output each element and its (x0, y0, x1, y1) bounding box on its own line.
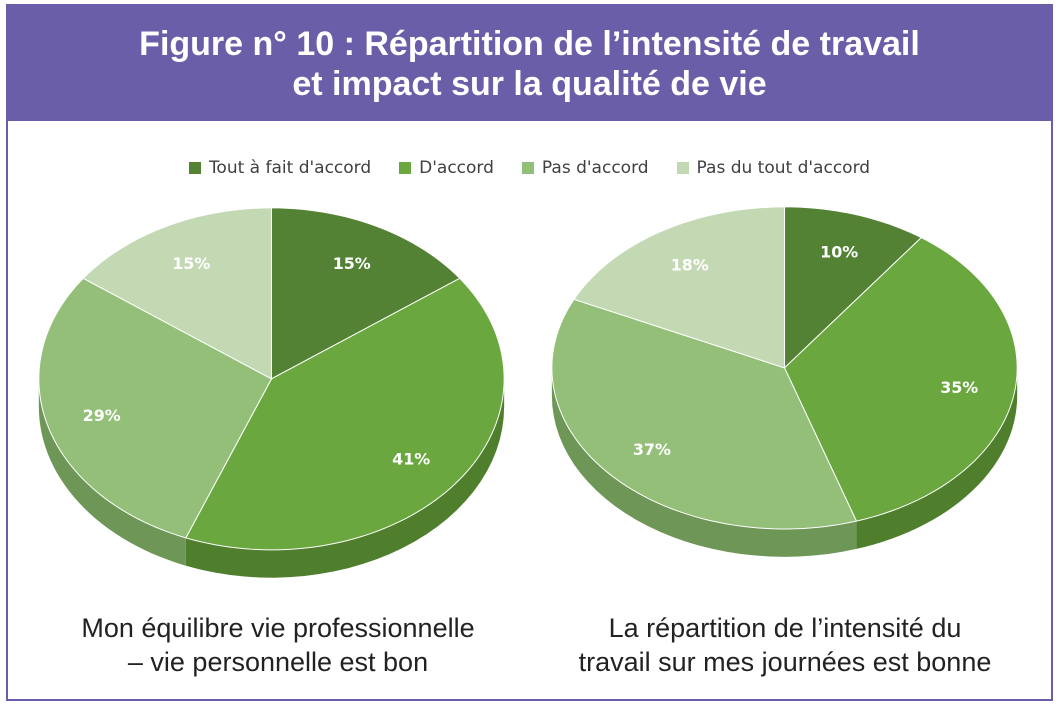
legend-label-tout-a-fait: Tout à fait d'accord (208, 158, 372, 178)
figure-title-line-1: Figure n° 10 : Répartition de l’intensit… (139, 24, 920, 63)
pie-2-slice-1 (784, 206, 923, 370)
pie-1-label-4: 15% (172, 254, 210, 273)
pie-1-slice-3 (38, 277, 273, 539)
pie-2-label-3: 37% (633, 440, 671, 459)
figure-header: Figure n° 10 : Répartition de l’intensit… (8, 6, 1051, 121)
figure-title-line-2: et impact sur la qualité de vie (292, 64, 767, 103)
pie-2-caption: La répartition de l’intensité du travail… (535, 611, 1035, 679)
pie-2-label-4: 18% (671, 255, 709, 274)
pie-1-slice-4 (82, 207, 272, 380)
pie-2-caption-line-2: travail sur mes journées est bonne (578, 647, 992, 677)
pie-1-label-1: 15% (333, 254, 371, 273)
pie-2-slice-3 (551, 298, 858, 530)
pie-2-side-2 (856, 367, 1018, 549)
pie-1-label-2: 41% (392, 449, 430, 468)
pie-1-slice-2 (185, 277, 505, 551)
chart-legend: Tout à fait d'accord D'accord Pas d'acco… (8, 158, 1051, 178)
pie-charts: 15% 41% 29% 15% 10% 35% 37% 18% (38, 206, 1018, 578)
pie-1-side-3 (38, 378, 186, 566)
pie-2-slice-4 (573, 206, 786, 369)
pie-1-side-2 (185, 378, 505, 578)
pie-1-caption: Mon équilibre vie professionnelle – vie … (28, 611, 528, 679)
legend-label-d-accord: D'accord (419, 158, 494, 178)
legend-label-pas-du-tout: Pas du tout d'accord (696, 158, 871, 178)
legend-swatch-pas-du-tout (676, 162, 689, 174)
pie-2-label-1: 10% (820, 242, 858, 261)
pie-2-side-3 (551, 367, 857, 557)
legend-swatch-d-accord (399, 162, 412, 174)
legend-item-tout-a-fait: Tout à fait d'accord (188, 158, 372, 178)
pie-1-caption-line-2: – vie personnelle est bon (127, 647, 429, 677)
figure-frame: Figure n° 10 : Répartition de l’intensit… (6, 4, 1053, 701)
legend-item-pas-d-accord: Pas d'accord (521, 158, 649, 178)
pie-1-slice-1 (270, 207, 461, 380)
pie-2-label-2: 35% (940, 378, 978, 397)
legend-swatch-pas-d-accord (521, 162, 534, 174)
pie-2-slice-2 (783, 236, 1018, 522)
pie-1-caption-line-1: Mon équilibre vie professionnelle (81, 613, 475, 643)
legend-item-pas-du-tout: Pas du tout d'accord (676, 158, 871, 178)
pie-2-caption-line-1: La répartition de l’intensité du (608, 613, 962, 643)
pie-2: 10% 35% 37% 18% (551, 206, 1018, 557)
pie-1-label-3: 29% (83, 406, 121, 425)
legend-item-d-accord: D'accord (399, 158, 494, 178)
legend-swatch-tout-a-fait (188, 162, 201, 174)
pie-1: 15% 41% 29% 15% (38, 207, 505, 578)
legend-label-pas-d-accord: Pas d'accord (541, 158, 649, 178)
